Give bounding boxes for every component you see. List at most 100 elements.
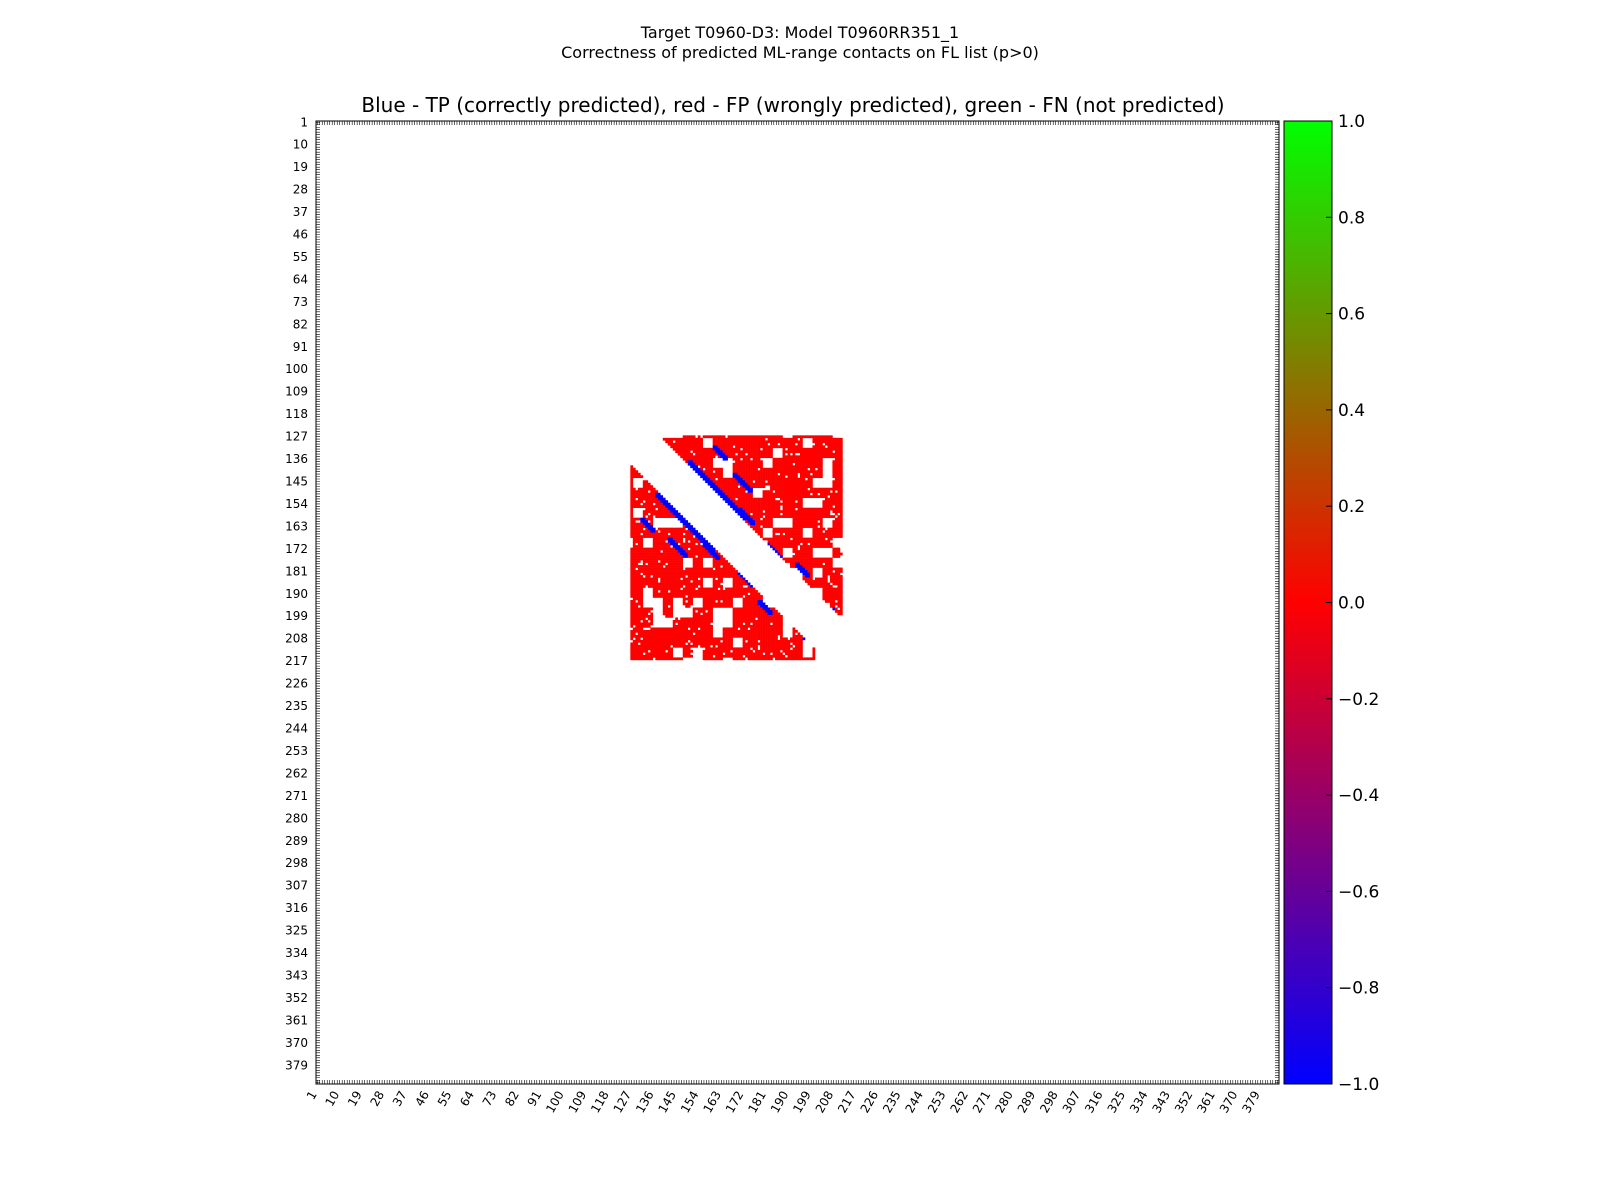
fp-contact-cell xyxy=(675,445,679,449)
tp-contact-cell xyxy=(740,515,743,518)
fp-contact-cell xyxy=(657,585,661,588)
fp-contact-cell xyxy=(710,472,713,476)
fp-contact-cell xyxy=(765,435,768,439)
fp-contact-cell xyxy=(665,512,669,516)
fp-contact-cell xyxy=(809,487,813,491)
fp-contact-cell xyxy=(642,485,646,489)
fp-contact-cell xyxy=(687,654,691,658)
fp-contact-cell xyxy=(640,495,644,499)
fp-contact-cell xyxy=(720,435,723,439)
fp-contact-cell xyxy=(792,450,796,454)
fp-contact-cell xyxy=(700,634,703,638)
fp-contact-cell xyxy=(782,540,786,543)
fp-contact-cell xyxy=(775,545,778,548)
fp-contact-cell xyxy=(642,487,646,491)
fp-contact-cell xyxy=(635,505,639,508)
fp-contact-cell xyxy=(710,632,713,636)
fp-contact-cell xyxy=(677,452,681,456)
y-tick-label: 289 xyxy=(285,834,308,848)
fp-contact-cell xyxy=(740,609,743,613)
fp-contact-cell xyxy=(824,535,828,538)
fp-contact-cell xyxy=(630,477,634,481)
fp-contact-cell xyxy=(662,580,666,583)
fp-contact-cell xyxy=(792,629,796,633)
x-tick-label: 163 xyxy=(700,1089,724,1116)
fp-contact-cell xyxy=(804,525,808,528)
fp-contact-cell xyxy=(790,652,793,656)
fp-contact-cell xyxy=(839,612,843,616)
fp-contact-cell xyxy=(742,490,746,494)
fp-contact-cell xyxy=(737,617,741,621)
fp-contact-cell xyxy=(712,595,716,598)
fp-contact-cell xyxy=(799,512,803,516)
fp-contact-cell xyxy=(740,622,743,626)
fp-contact-cell xyxy=(640,537,644,541)
fp-contact-cell xyxy=(775,614,778,618)
fp-contact-cell xyxy=(660,540,664,543)
fp-contact-cell xyxy=(707,450,711,454)
fp-contact-cell xyxy=(737,462,741,466)
fp-contact-cell xyxy=(747,467,751,471)
fp-contact-cell xyxy=(642,567,646,571)
fp-contact-cell xyxy=(837,455,841,459)
fp-contact-cell xyxy=(640,542,644,546)
fp-contact-cell xyxy=(772,545,776,548)
fp-contact-cell xyxy=(702,642,706,646)
fp-contact-cell xyxy=(672,619,676,623)
fp-contact-cell xyxy=(782,440,786,444)
fp-contact-cell xyxy=(677,447,681,451)
tp-contact-cell xyxy=(702,475,706,479)
fp-contact-cell xyxy=(675,565,679,568)
fp-contact-cell xyxy=(780,465,783,469)
fp-contact-cell xyxy=(630,652,634,656)
fp-contact-cell xyxy=(827,527,831,531)
fp-contact-cell xyxy=(715,472,718,476)
fp-contact-cell xyxy=(802,525,806,528)
fp-contact-cell xyxy=(770,450,773,454)
fp-contact-cell xyxy=(777,495,781,499)
fp-contact-cell xyxy=(745,624,748,628)
fp-contact-cell xyxy=(695,545,698,548)
fp-contact-cell xyxy=(702,654,706,658)
tp-contact-cell xyxy=(742,510,746,513)
fp-contact-cell xyxy=(635,642,639,646)
fp-contact-cell xyxy=(742,609,746,613)
fp-contact-cell xyxy=(695,437,698,441)
fp-contact-cell xyxy=(635,582,639,586)
fp-contact-cell xyxy=(745,607,748,611)
fp-contact-cell xyxy=(762,497,766,501)
fp-contact-cell xyxy=(775,627,778,631)
fp-contact-cell xyxy=(799,490,803,494)
fp-contact-cell xyxy=(785,637,788,641)
fp-contact-cell xyxy=(690,445,694,449)
fp-contact-cell xyxy=(667,552,671,556)
fp-contact-cell xyxy=(657,587,661,591)
fp-contact-cell xyxy=(827,597,831,601)
fp-contact-cell xyxy=(637,560,641,563)
fp-contact-cell xyxy=(635,560,639,563)
fp-contact-cell xyxy=(722,634,726,638)
fp-contact-cell xyxy=(772,637,776,641)
fp-contact-cell xyxy=(662,540,666,543)
fp-contact-cell xyxy=(802,562,806,566)
fp-contact-cell xyxy=(657,512,661,516)
tp-contact-cell xyxy=(804,570,808,573)
fp-contact-cell xyxy=(804,550,808,553)
fp-contact-cell xyxy=(685,537,689,541)
fp-contact-cell xyxy=(630,465,634,469)
fp-contact-cell xyxy=(780,532,783,536)
fp-contact-cell xyxy=(710,637,713,641)
fp-contact-cell xyxy=(695,445,698,449)
fp-contact-cell xyxy=(804,475,808,479)
fp-contact-cell xyxy=(775,462,778,466)
fp-contact-cell xyxy=(667,547,671,551)
fp-contact-cell xyxy=(760,477,763,481)
y-tick-label: 28 xyxy=(293,183,308,197)
fp-contact-cell xyxy=(640,557,644,561)
fp-contact-cell xyxy=(665,637,669,641)
fp-contact-cell xyxy=(657,647,661,651)
fp-contact-cell xyxy=(775,622,778,626)
x-tick-label: 289 xyxy=(1015,1089,1039,1116)
fp-contact-cell xyxy=(662,575,666,578)
fp-contact-cell xyxy=(697,557,701,561)
